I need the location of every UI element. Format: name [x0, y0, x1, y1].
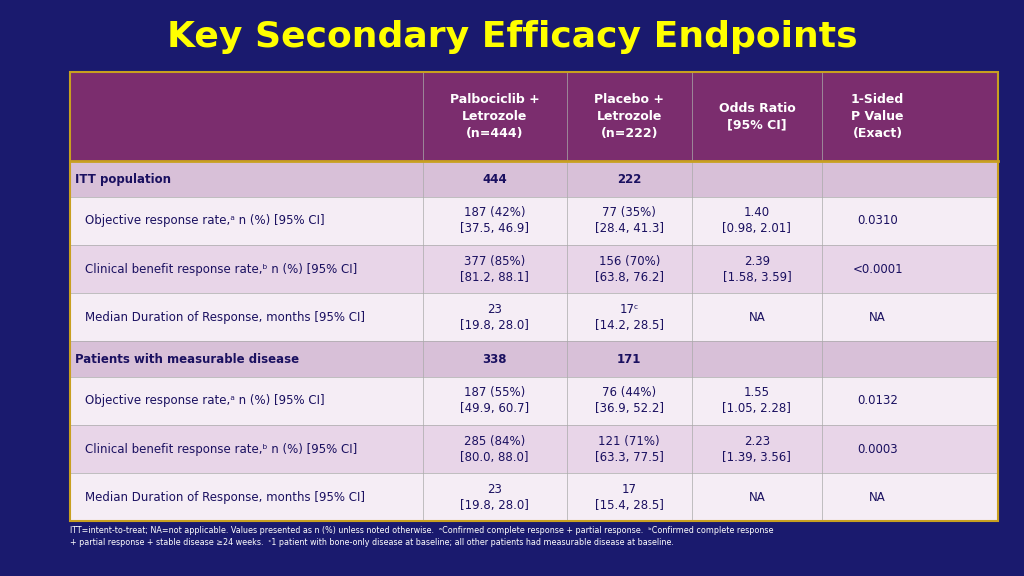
Text: 377 (85%)
[81.2, 88.1]: 377 (85%) [81.2, 88.1] [460, 255, 529, 283]
Text: Clinical benefit response rate,ᵇ n (%) [95% CI]: Clinical benefit response rate,ᵇ n (%) [… [85, 442, 357, 456]
Text: Key Secondary Efficacy Endpoints: Key Secondary Efficacy Endpoints [167, 20, 857, 54]
FancyBboxPatch shape [70, 293, 998, 341]
FancyBboxPatch shape [70, 72, 998, 161]
Text: 0.0132: 0.0132 [857, 395, 898, 407]
Text: ITT=intent-to-treat; NA=not applicable. Values presented as n (%) unless noted o: ITT=intent-to-treat; NA=not applicable. … [70, 526, 773, 547]
Text: 77 (35%)
[28.4, 41.3]: 77 (35%) [28.4, 41.3] [595, 206, 664, 236]
Text: ITT population: ITT population [75, 173, 171, 185]
FancyBboxPatch shape [70, 161, 998, 197]
Text: 222: 222 [617, 173, 641, 185]
Text: Objective response rate,ᵃ n (%) [95% CI]: Objective response rate,ᵃ n (%) [95% CI] [85, 395, 325, 407]
Text: 23
[19.8, 28.0]: 23 [19.8, 28.0] [460, 483, 529, 511]
Text: NA: NA [749, 310, 765, 324]
FancyBboxPatch shape [70, 341, 998, 377]
Text: 23
[19.8, 28.0]: 23 [19.8, 28.0] [460, 303, 529, 332]
Text: 121 (71%)
[63.3, 77.5]: 121 (71%) [63.3, 77.5] [595, 434, 664, 464]
Text: NA: NA [869, 491, 886, 503]
Text: 1.40
[0.98, 2.01]: 1.40 [0.98, 2.01] [723, 206, 792, 236]
FancyBboxPatch shape [70, 245, 998, 293]
Text: 171: 171 [617, 353, 641, 366]
Text: Odds Ratio
[95% CI]: Odds Ratio [95% CI] [719, 101, 796, 132]
Text: Median Duration of Response, months [95% CI]: Median Duration of Response, months [95%… [85, 491, 365, 503]
FancyBboxPatch shape [70, 473, 998, 521]
Text: 1-Sided
P Value
(Exact): 1-Sided P Value (Exact) [851, 93, 904, 140]
Text: 444: 444 [482, 173, 507, 185]
Text: <0.0001: <0.0001 [852, 263, 903, 275]
Text: Clinical benefit response rate,ᵇ n (%) [95% CI]: Clinical benefit response rate,ᵇ n (%) [… [85, 263, 357, 275]
Text: 285 (84%)
[80.0, 88.0]: 285 (84%) [80.0, 88.0] [461, 434, 528, 464]
Text: Palbociclib +
Letrozole
(n=444): Palbociclib + Letrozole (n=444) [450, 93, 540, 140]
Text: 0.0310: 0.0310 [857, 214, 898, 228]
Text: NA: NA [869, 310, 886, 324]
Text: 338: 338 [482, 353, 507, 366]
Text: Objective response rate,ᵃ n (%) [95% CI]: Objective response rate,ᵃ n (%) [95% CI] [85, 214, 325, 228]
Text: Patients with measurable disease: Patients with measurable disease [75, 353, 299, 366]
FancyBboxPatch shape [70, 197, 998, 245]
Text: 1.55
[1.05, 2.28]: 1.55 [1.05, 2.28] [723, 386, 792, 415]
Text: 17ᶜ
[14.2, 28.5]: 17ᶜ [14.2, 28.5] [595, 303, 664, 332]
Text: 187 (55%)
[49.9, 60.7]: 187 (55%) [49.9, 60.7] [460, 386, 529, 415]
Text: Placebo +
Letrozole
(n=222): Placebo + Letrozole (n=222) [594, 93, 665, 140]
Text: 2.39
[1.58, 3.59]: 2.39 [1.58, 3.59] [723, 255, 792, 283]
Text: Median Duration of Response, months [95% CI]: Median Duration of Response, months [95%… [85, 310, 365, 324]
Text: NA: NA [749, 491, 765, 503]
Text: 2.23
[1.39, 3.56]: 2.23 [1.39, 3.56] [723, 434, 792, 464]
Text: 187 (42%)
[37.5, 46.9]: 187 (42%) [37.5, 46.9] [460, 206, 529, 236]
Text: 76 (44%)
[36.9, 52.2]: 76 (44%) [36.9, 52.2] [595, 386, 664, 415]
Text: 156 (70%)
[63.8, 76.2]: 156 (70%) [63.8, 76.2] [595, 255, 664, 283]
FancyBboxPatch shape [70, 377, 998, 425]
FancyBboxPatch shape [70, 425, 998, 473]
Text: 0.0003: 0.0003 [857, 442, 898, 456]
Text: 17
[15.4, 28.5]: 17 [15.4, 28.5] [595, 483, 664, 511]
